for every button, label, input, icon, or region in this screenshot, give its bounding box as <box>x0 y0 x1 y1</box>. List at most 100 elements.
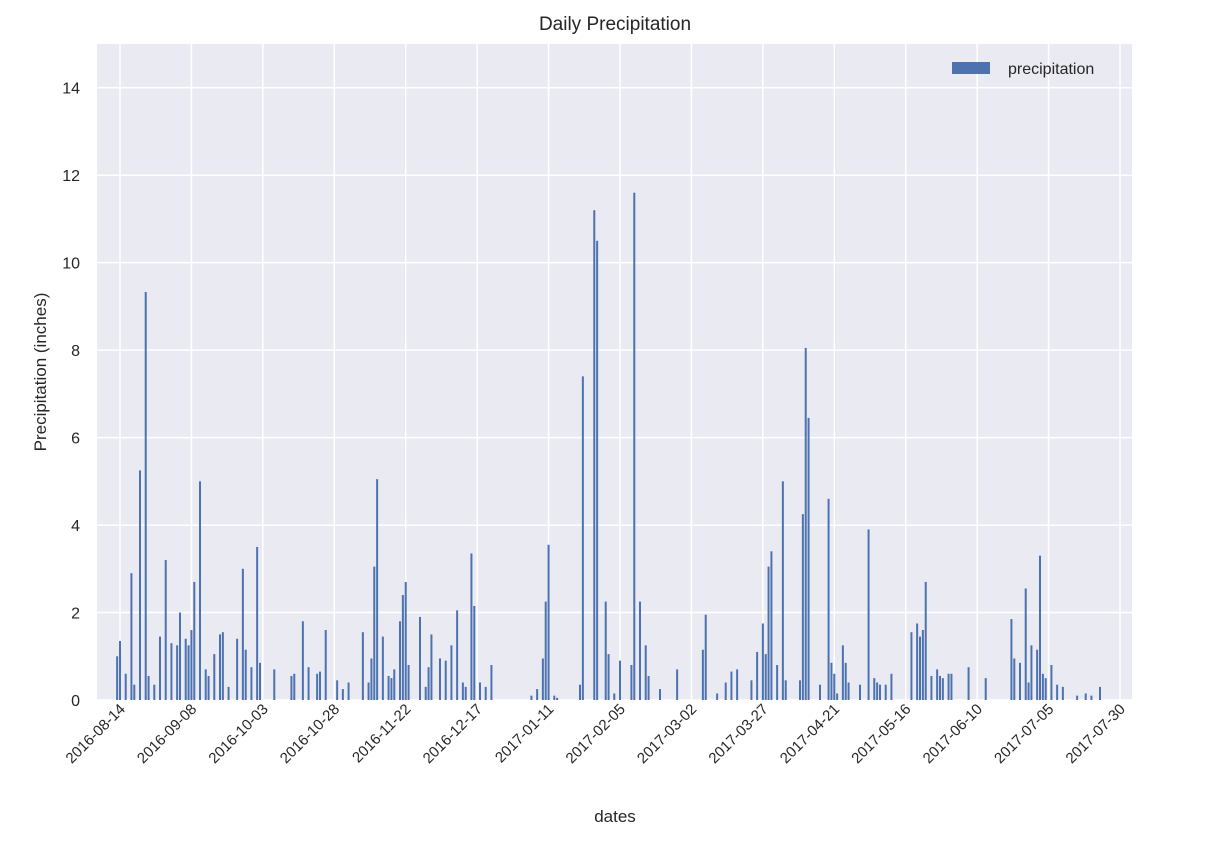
precipitation-bar <box>147 675 150 700</box>
precipitation-bar <box>187 645 190 700</box>
precipitation-bar <box>556 697 559 700</box>
precipitation-bar <box>219 634 221 700</box>
precipitation-bar <box>227 686 230 700</box>
precipitation-bar <box>316 673 319 700</box>
precipitation-bar <box>204 669 207 700</box>
precipitation-bar <box>764 654 767 700</box>
precipitation-bar <box>676 669 679 700</box>
precipitation-bar <box>179 612 181 700</box>
precipitation-bar <box>799 680 801 700</box>
precipitation-bar <box>876 682 879 700</box>
x-axis-label: dates <box>594 807 636 826</box>
precipitation-bar <box>630 665 633 700</box>
precipitation-bar <box>236 638 239 700</box>
precipitation-bar <box>367 682 370 700</box>
precipitation-bar <box>184 638 187 700</box>
precipitation-bar <box>479 682 481 700</box>
legend: precipitation <box>952 61 1094 78</box>
precipitation-bar <box>830 662 833 700</box>
precipitation-bar <box>919 636 921 700</box>
precipitation-bar <box>761 623 764 700</box>
precipitation-bar <box>639 601 641 700</box>
y-tick-label: 4 <box>71 518 80 535</box>
precipitation-bar <box>159 636 161 700</box>
precipitation-bar <box>1019 662 1021 700</box>
precipitation-bar <box>593 210 596 700</box>
precipitation-bar <box>859 684 861 700</box>
precipitation-bar <box>833 673 836 700</box>
precipitation-bar <box>633 192 636 700</box>
precipitation-bar <box>153 684 156 700</box>
precipitation-bar <box>1024 588 1027 700</box>
y-tick-label: 2 <box>71 606 80 623</box>
precipitation-bar <box>393 669 396 700</box>
x-tick-label: 2017-02-05 <box>563 701 629 767</box>
precipitation-bar <box>307 667 310 700</box>
precipitation-bar <box>781 481 784 700</box>
precipitation-bar <box>581 376 584 700</box>
precipitation-bar <box>619 660 621 700</box>
precipitation-bar <box>596 240 599 701</box>
y-tick-label: 14 <box>62 81 80 98</box>
precipitation-bar <box>387 675 390 700</box>
precipitation-bar <box>419 616 421 700</box>
precipitation-bar <box>724 682 727 700</box>
precipitation-bar <box>1056 684 1059 700</box>
precipitation-bar <box>950 673 953 700</box>
precipitation-bar <box>1039 555 1041 700</box>
precipitation-bar <box>716 693 719 700</box>
precipitation-bar <box>947 673 950 700</box>
precipitation-bar <box>399 621 401 700</box>
precipitation-bar <box>541 658 544 700</box>
precipitation-bar <box>193 581 196 700</box>
precipitation-bar <box>444 660 447 700</box>
precipitation-bar <box>381 636 384 700</box>
precipitation-bar <box>930 675 933 700</box>
chart-title: Daily Precipitation <box>539 14 691 35</box>
precipitation-bar <box>490 665 493 700</box>
precipitation-bar <box>301 621 304 700</box>
precipitation-bar <box>767 566 770 700</box>
precipitation-bar <box>750 680 753 700</box>
precipitation-bar <box>704 614 707 700</box>
x-tick-label: 2016-08-14 <box>63 701 129 767</box>
precipitation-bar <box>361 632 364 700</box>
precipitation-bar <box>290 675 293 700</box>
x-tick-label: 2017-07-30 <box>1063 701 1129 767</box>
precipitation-bar <box>941 678 944 700</box>
precipitation-bar <box>1041 673 1044 700</box>
precipitation-bar <box>390 678 393 700</box>
y-tick-label: 6 <box>71 431 80 448</box>
x-tick-label: 2017-03-27 <box>705 701 771 767</box>
precipitation-bar <box>547 544 550 700</box>
precipitation-bar <box>207 675 210 700</box>
precipitation-bar <box>579 684 581 700</box>
y-axis-label: Precipitation (inches) <box>31 293 50 452</box>
precipitation-bar <box>784 680 787 700</box>
precipitation-bar <box>967 667 970 700</box>
legend-label: precipitation <box>1008 61 1094 78</box>
precipitation-bar <box>464 686 467 700</box>
precipitation-bar <box>1013 658 1016 700</box>
precipitation-bar <box>190 630 193 700</box>
precipitation-bar <box>250 667 253 700</box>
precipitation-bar <box>1030 645 1033 700</box>
grid-lines <box>97 44 1132 701</box>
precipitation-bar <box>819 684 821 700</box>
bar-series <box>116 192 1101 701</box>
precipitation-bar <box>241 568 244 700</box>
precipitation-bar <box>273 669 276 700</box>
precipitation-bar <box>1044 678 1047 700</box>
precipitation-bar <box>807 417 810 700</box>
precipitation-bar <box>133 684 136 700</box>
y-tick-label: 10 <box>62 256 80 273</box>
y-tick-label: 12 <box>62 168 80 185</box>
x-tick-label: 2016-10-28 <box>277 701 343 767</box>
y-axis-ticks: 0 2 4 6 8 10 12 14 <box>62 81 80 710</box>
precipitation-bar <box>164 560 167 700</box>
x-tick-label: 2017-05-16 <box>848 701 914 767</box>
precipitation-bar <box>213 654 216 700</box>
precipitation-bar <box>324 630 327 700</box>
precipitation-bar <box>756 651 759 700</box>
